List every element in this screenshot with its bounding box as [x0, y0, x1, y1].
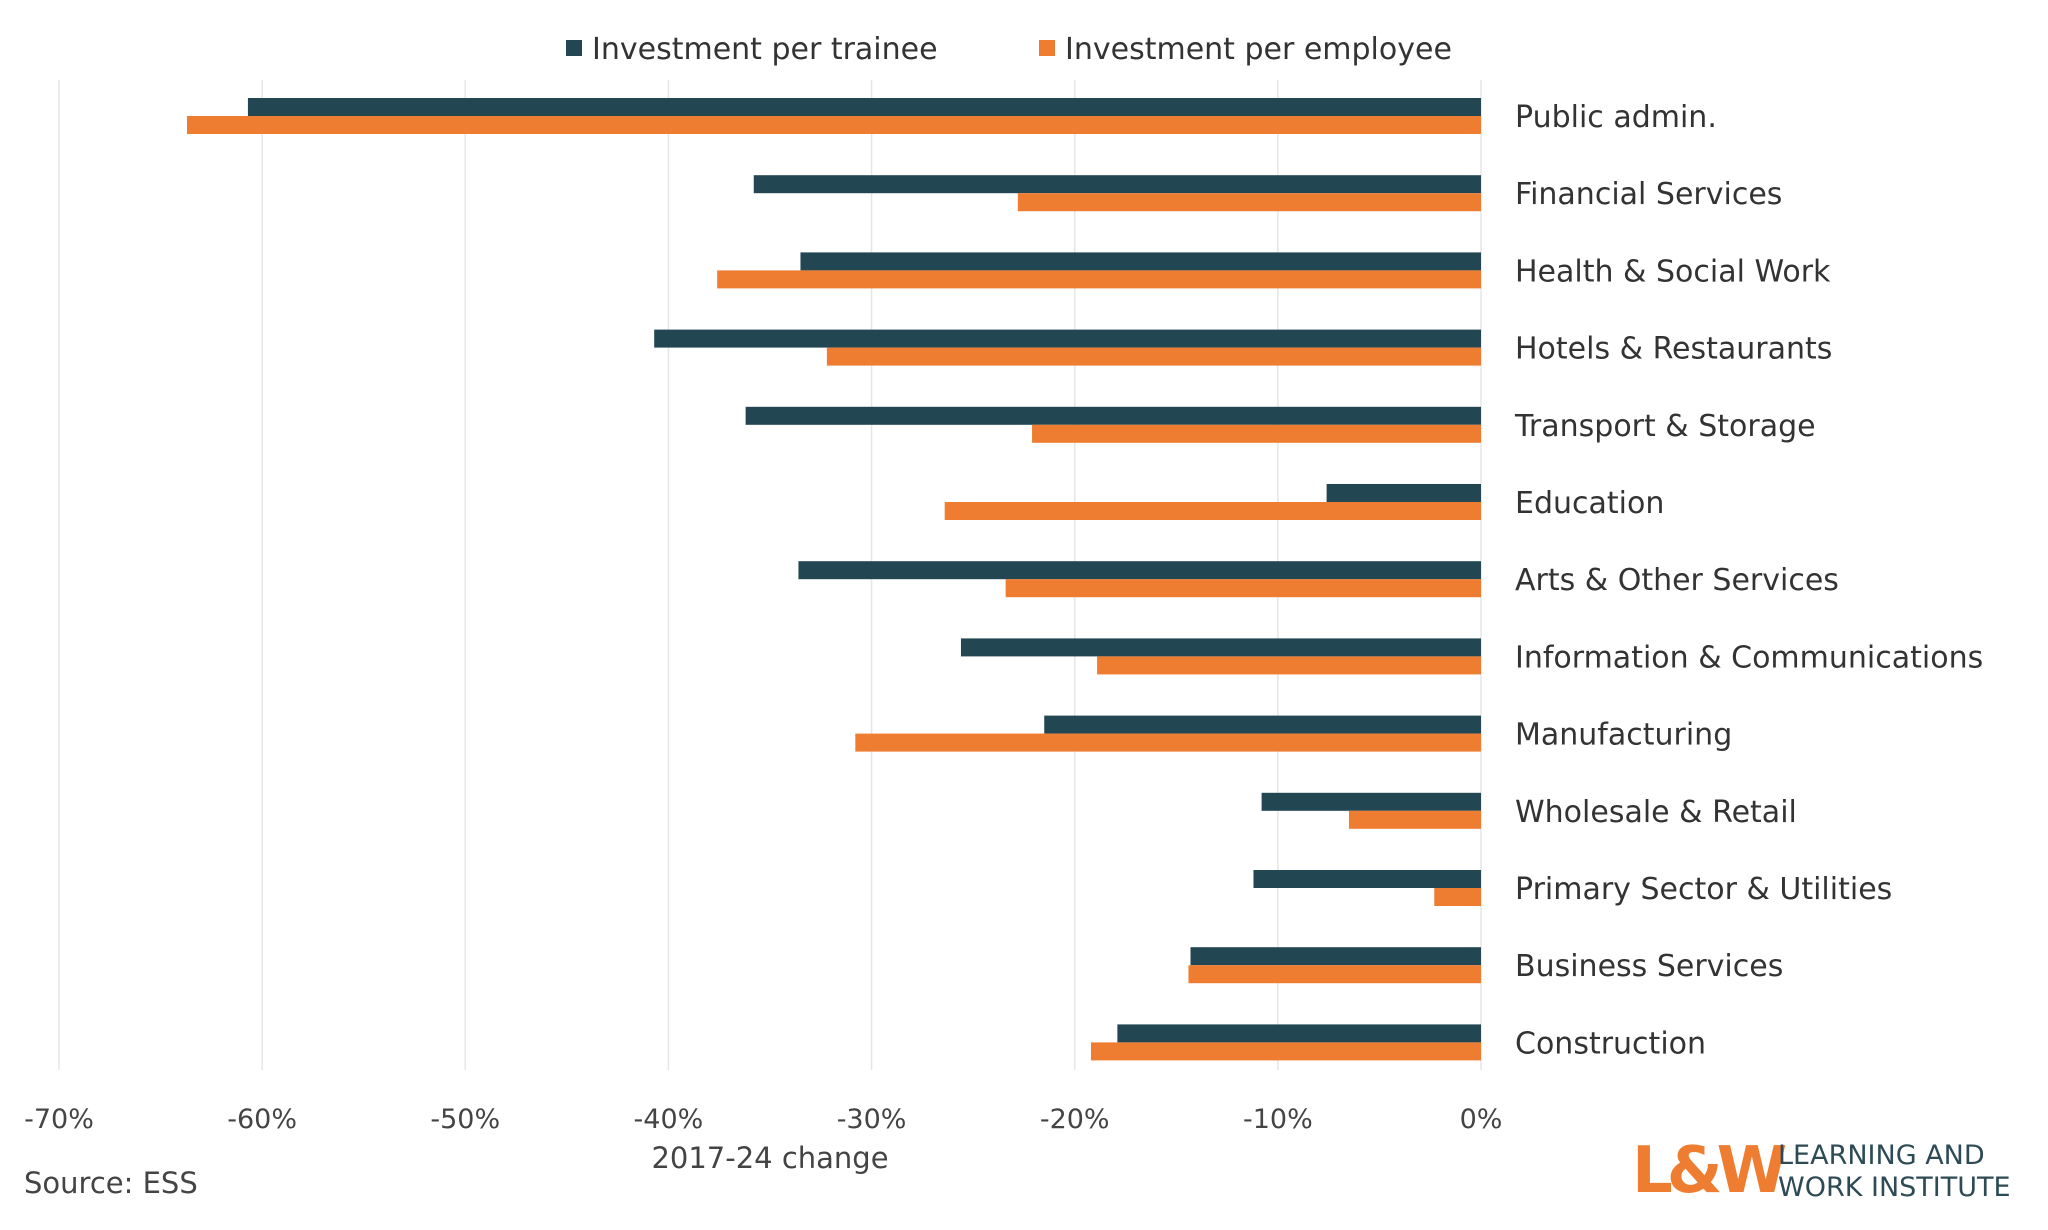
bar-investment-per-employee — [944, 502, 1481, 520]
bar-investment-per-trainee — [1326, 484, 1481, 502]
lw-logo-text: LEARNING AND WORK INSTITUTE — [1778, 1140, 2011, 1204]
bar-investment-per-trainee — [745, 406, 1481, 425]
category-label: Wholesale & Retail — [1515, 795, 1797, 830]
lw-logo: L&W LEARNING AND WORK INSTITUTE — [1632, 1136, 2042, 1206]
category-label: Construction — [1515, 1026, 1706, 1061]
category-label: Transport & Storage — [1514, 409, 1816, 444]
category-label: Financial Services — [1515, 177, 1782, 212]
category-label: Education — [1515, 486, 1664, 521]
bars — [186, 98, 1482, 1061]
x-tick-label: 0% — [1460, 1104, 1503, 1135]
x-tick-label: -40% — [634, 1104, 704, 1135]
bar-investment-per-employee — [186, 116, 1482, 134]
category-label: Arts & Other Services — [1515, 563, 1839, 598]
bar-investment-per-employee — [717, 270, 1481, 289]
bar-investment-per-employee — [1090, 1042, 1481, 1061]
logo-line-1: LEARNING AND — [1778, 1140, 1985, 1171]
legend-swatch — [1039, 40, 1055, 56]
logo-line-2: WORK INSTITUTE — [1778, 1172, 2011, 1203]
x-tick-label: -10% — [1243, 1104, 1313, 1135]
legend-swatch — [566, 40, 582, 56]
x-tick-label: -20% — [1040, 1104, 1110, 1135]
bar-investment-per-employee — [1348, 810, 1481, 829]
bar-investment-per-employee — [1188, 965, 1481, 984]
bar-investment-per-employee — [1005, 579, 1481, 598]
bar-investment-per-trainee — [247, 98, 1481, 116]
bar-investment-per-trainee — [1261, 792, 1481, 811]
bar-investment-per-trainee — [1253, 870, 1481, 888]
x-tick-label: -30% — [837, 1104, 907, 1135]
bar-investment-per-employee — [1032, 424, 1481, 443]
bar-investment-per-trainee — [798, 561, 1481, 580]
bar-investment-per-trainee — [960, 638, 1481, 657]
legend-label: Investment per employee — [1065, 32, 1452, 67]
category-label: Public admin. — [1515, 100, 1717, 135]
bar-investment-per-employee — [1017, 193, 1481, 212]
source-note: Source: ESS — [24, 1166, 198, 1200]
x-axis-title: 2017-24 change — [651, 1141, 888, 1175]
bar-investment-per-employee — [855, 733, 1481, 752]
bar-investment-per-employee — [826, 347, 1481, 366]
legend-label: Investment per trainee — [592, 32, 938, 67]
x-axis-ticks: -70% -60% -50% -40% -30% -20% -10% 0% — [24, 1104, 1502, 1135]
legend: Investment per trainee Investment per emp… — [566, 32, 1452, 67]
bar-investment-per-trainee — [1044, 715, 1481, 734]
category-label: Health & Social Work — [1515, 254, 1831, 289]
bar-investment-per-employee — [1097, 656, 1481, 675]
x-tick-label: -70% — [24, 1104, 94, 1135]
bar-investment-per-trainee — [1190, 947, 1481, 966]
x-tick-label: -50% — [430, 1104, 500, 1135]
category-label: Information & Communications — [1515, 640, 1983, 675]
category-label: Hotels & Restaurants — [1515, 332, 1832, 367]
bar-investment-per-trainee — [753, 175, 1481, 194]
category-label: Manufacturing — [1515, 718, 1732, 753]
lw-logo-mark: L&W — [1632, 1134, 1787, 1208]
bar-investment-per-employee — [1434, 888, 1481, 906]
bar-investment-per-trainee — [1117, 1024, 1481, 1043]
bar-investment-per-trainee — [800, 252, 1481, 271]
category-label: Primary Sector & Utilities — [1515, 872, 1892, 907]
category-labels: Public admin. Financial Services Health & … — [1514, 100, 1983, 1061]
x-tick-label: -60% — [227, 1104, 297, 1135]
bar-investment-per-trainee — [654, 329, 1481, 348]
category-label: Business Services — [1515, 949, 1783, 984]
